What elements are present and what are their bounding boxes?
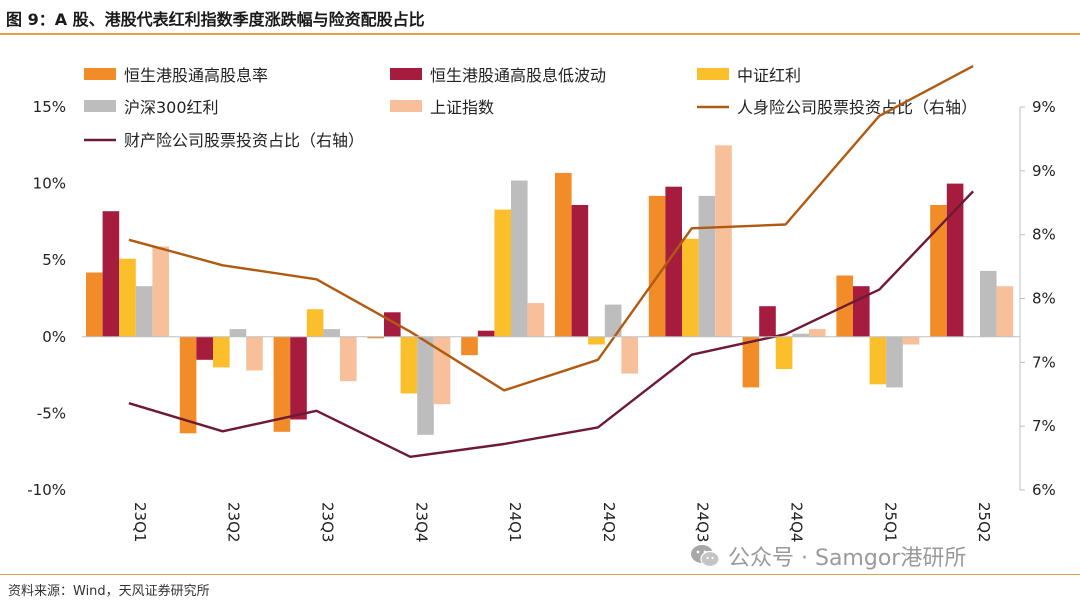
category-label: 24Q1 (506, 502, 524, 542)
bar-25Q1-s2 (853, 286, 870, 337)
bar-24Q3-s5 (715, 145, 732, 337)
watermark: 公众号 · Samgor港研所 (690, 540, 966, 572)
legend-label: 沪深300红利 (124, 98, 219, 117)
title-divider (0, 33, 1080, 35)
left-tick-label: 5% (42, 251, 66, 269)
left-tick-label: -10% (27, 481, 66, 499)
right-tick-label: 8% (1032, 290, 1056, 308)
bar-25Q1-s4 (886, 336, 903, 388)
bar-23Q1-s2 (102, 211, 120, 337)
bar-25Q2-s4 (980, 270, 997, 337)
category-label: 24Q2 (600, 502, 618, 542)
right-tick-label: 6% (1032, 481, 1056, 499)
bar-23Q1-s5 (152, 246, 169, 337)
source-note: 资料来源：Wind，天风证券研究所 (8, 584, 210, 599)
category-label: 25Q1 (881, 502, 899, 542)
legend-label: 人身险公司股票投资占比（右轴） (737, 98, 977, 117)
bar-23Q3-s3 (306, 309, 324, 337)
bar-group (86, 145, 1014, 435)
bar-23Q3-s4 (323, 329, 340, 337)
bar-23Q4-s1 (367, 336, 384, 339)
bar-24Q1-s5 (527, 303, 545, 337)
right-tick-label: 7% (1032, 417, 1056, 435)
bar-23Q1-s1 (86, 272, 103, 337)
right-tick-label: 8% (1032, 226, 1056, 244)
category-label: 23Q3 (319, 502, 337, 542)
bar-23Q2-s1 (179, 336, 197, 434)
bar-23Q2-s5 (246, 336, 263, 371)
left-tick-label: -5% (37, 404, 66, 422)
bar-23Q4-s4 (417, 336, 434, 435)
left-tick-label: 0% (42, 328, 66, 346)
category-label: 24Q3 (694, 502, 712, 542)
legend-swatch (697, 68, 729, 80)
legend-swatch (390, 68, 422, 80)
bar-24Q3-s3 (682, 238, 699, 337)
bar-25Q2-s1 (930, 205, 947, 337)
bar-24Q2-s2 (571, 205, 589, 337)
bar-25Q2-s2 (946, 183, 964, 337)
bar-25Q1-s3 (869, 336, 887, 385)
bar-24Q3-s1 (648, 195, 666, 337)
category-label: 23Q2 (225, 502, 243, 542)
legend-label: 上证指数 (430, 98, 494, 117)
bar-24Q2-s1 (555, 172, 572, 337)
category-label: 23Q4 (412, 502, 430, 542)
bar-23Q3-s2 (290, 336, 307, 420)
legend-swatch (390, 100, 422, 112)
bar-23Q3-s1 (273, 336, 291, 432)
left-tick-label: 15% (33, 98, 66, 116)
right-tick-label: 7% (1032, 353, 1056, 371)
left-tick-label: 10% (33, 175, 66, 193)
bar-24Q4-s5 (809, 329, 826, 337)
bar-24Q2-s5 (621, 336, 638, 374)
bar-24Q4-s1 (742, 336, 760, 388)
right-tick-label: 9% (1032, 162, 1056, 180)
legend-label: 恒生港股通高股息低波动 (430, 66, 606, 85)
footer-divider (0, 574, 1080, 575)
bar-24Q1-s3 (494, 209, 511, 337)
axes: -10% -5% 0% 5% 10% 15% 6% 7% 7% 8% 8% 9% 9% 23Q1 23Q2 2… (27, 98, 1056, 542)
legend-label: 财产险公司股票投资占比（右轴） (124, 131, 364, 150)
bar-24Q4-s3 (775, 336, 793, 369)
line-group (128, 65, 974, 458)
bar-23Q4-s3 (400, 336, 418, 394)
bar-23Q1-s4 (135, 286, 153, 337)
bar-24Q1-s2 (477, 330, 495, 337)
legend-label: 恒生港股通高股息率 (124, 66, 268, 85)
bar-23Q2-s3 (213, 336, 230, 368)
legend-label: 中证红利 (737, 66, 801, 85)
bar-23Q2-s4 (229, 329, 247, 337)
bar-23Q2-s2 (196, 336, 213, 360)
bar-25Q2-s5 (996, 286, 1014, 337)
bar-23Q3-s5 (340, 336, 357, 382)
right-tick-label: 9% (1032, 98, 1056, 116)
wechat-icon (691, 545, 720, 568)
bar-24Q3-s2 (665, 186, 682, 337)
bar-24Q2-s4 (604, 304, 622, 337)
bar-24Q4-s4 (792, 333, 809, 337)
bar-25Q1-s5 (902, 336, 920, 345)
category-label: 25Q2 (975, 502, 993, 542)
line-series-1 (128, 65, 974, 392)
bar-24Q2-s3 (588, 336, 605, 345)
bar-23Q1-s3 (119, 258, 136, 337)
bar-24Q1-s4 (511, 180, 528, 337)
line-series-2 (128, 190, 974, 458)
bar-24Q3-s4 (698, 195, 716, 337)
watermark-text: 公众号 · Samgor港研所 (728, 546, 967, 571)
legend-swatch (84, 100, 116, 112)
bar-24Q1-s1 (461, 336, 478, 356)
bar-24Q4-s2 (759, 306, 776, 337)
legend-swatch (84, 68, 116, 80)
category-label: 24Q4 (788, 502, 806, 542)
category-label: 23Q1 (131, 502, 149, 542)
page-title: 图 9：A 股、港股代表红利指数季度涨跌幅与险资配股占比 (6, 10, 425, 29)
